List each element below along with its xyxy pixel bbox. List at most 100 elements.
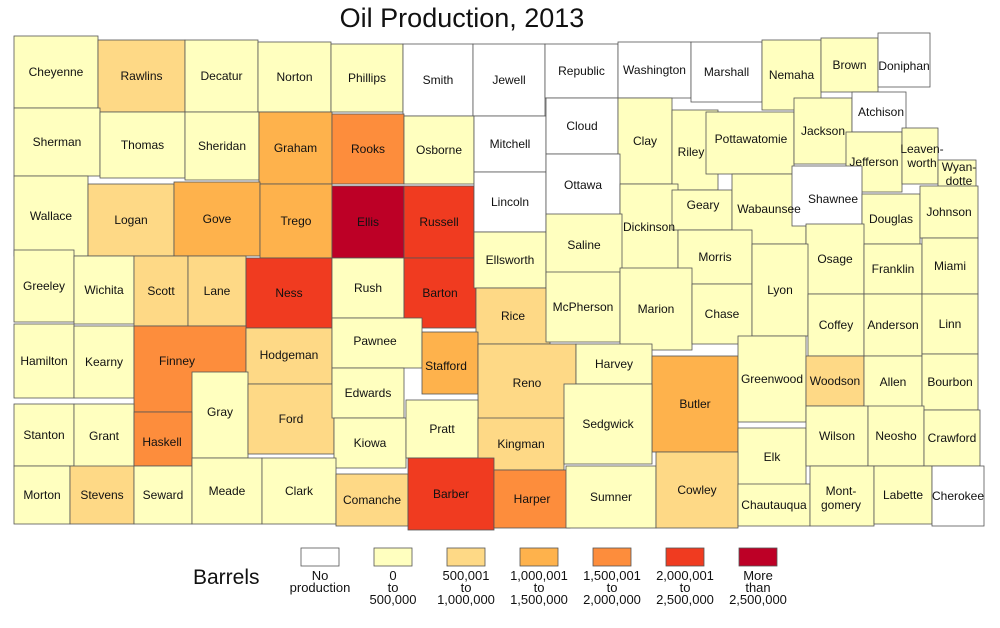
county-sumner [565, 465, 657, 529]
county-label-barton: Barton [422, 286, 457, 300]
county-label-norton: Norton [276, 70, 312, 84]
county-label-republic: Republic [558, 64, 605, 78]
county-label-stanton: Stanton [23, 428, 64, 442]
county-label-grant: Grant [89, 429, 120, 443]
legend-swatch-1 [373, 547, 413, 567]
county-cloud [545, 97, 619, 155]
county-clay [617, 97, 673, 185]
legend-swatch-2 [446, 547, 486, 567]
legend: Barrels No production 0 to 500,000 500,001 to 1… [193, 547, 787, 607]
county-label-greeley: Greeley [23, 279, 65, 293]
county-mitchell [473, 115, 547, 173]
county-pratt [405, 399, 479, 459]
county-allen [863, 355, 923, 409]
legend-label-6: More than 2,500,000 [729, 568, 787, 607]
county-rawlins [97, 39, 186, 113]
county-jackson [793, 97, 853, 165]
county-label-woodson: Woodson [810, 374, 860, 388]
county-label-scott: Scott [147, 284, 175, 298]
county-label-pawnee: Pawnee [353, 334, 397, 348]
county-label-geary: Geary [687, 198, 720, 212]
county-label-finney: Finney [159, 354, 195, 368]
county-pawnee [331, 317, 423, 369]
county-label-jewell: Jewell [492, 73, 525, 87]
county-label-edwards: Edwards [345, 386, 392, 400]
county-label-sedgwick: Sedgwick [582, 417, 634, 431]
county-phillips [330, 43, 404, 113]
legend-swatch-3 [519, 547, 559, 567]
county-label-jefferson: Jefferson [849, 155, 898, 169]
county-label-hamilton: Hamilton [20, 354, 67, 368]
county-butler [651, 355, 739, 453]
county-label-chautauqua: Chautauqua [741, 498, 807, 512]
county-label-osage: Osage [817, 252, 853, 266]
county-mont-gomery [809, 465, 875, 527]
county-label-mont-gomery: Mont-gomery [821, 484, 861, 512]
county-sherman [13, 107, 101, 177]
county-ottawa [545, 153, 621, 217]
county-label-lyon: Lyon [767, 283, 793, 297]
map-title: Oil Production, 2013 [340, 3, 585, 33]
county-haskell [133, 411, 193, 467]
county-barber [407, 457, 495, 531]
county-stafford [421, 331, 479, 395]
legend-label-2: 500,001 to 1,000,000 [437, 568, 495, 607]
county-label-linn: Linn [939, 317, 962, 331]
county-sheridan [184, 111, 260, 181]
county-douglas [861, 193, 921, 245]
county-label-cherokee: Cherokee [932, 489, 984, 503]
county-label-logan: Logan [114, 213, 147, 227]
county-johnson [919, 185, 979, 239]
county-label-russell: Russell [419, 215, 458, 229]
county-label-lincoln: Lincoln [491, 195, 529, 209]
county-franklin [863, 243, 923, 295]
county-stevens [69, 465, 135, 525]
county-cherokee [931, 465, 985, 527]
county-coffey [807, 293, 865, 357]
county-graham [258, 111, 333, 185]
county-kiowa [333, 417, 407, 469]
county-label-saline: Saline [567, 238, 601, 252]
county-label-miami: Miami [934, 259, 966, 273]
county-label-cloud: Cloud [566, 119, 597, 133]
county-label-chase: Chase [705, 307, 740, 321]
county-seward [133, 465, 193, 525]
county-geary [671, 189, 733, 231]
county-scott [133, 255, 189, 327]
county-hamilton [13, 323, 75, 399]
county-label-graham: Graham [274, 141, 317, 155]
county-edwards [331, 367, 405, 419]
county-atchison [851, 91, 907, 133]
county-label-ford: Ford [279, 412, 304, 426]
county-label-gray: Gray [207, 405, 233, 419]
county-label-wabaunsee: Wabaunsee [737, 202, 801, 216]
county-label-rush: Rush [354, 281, 382, 295]
county-label-stevens: Stevens [80, 488, 123, 502]
county-ford [247, 383, 335, 455]
county-label-comanche: Comanche [343, 493, 401, 507]
county-label-neosho: Neosho [875, 429, 917, 443]
county-label-harper: Harper [514, 492, 551, 506]
county-woodson [805, 355, 865, 407]
county-comanche [335, 473, 409, 527]
county-rooks [331, 113, 405, 185]
county-label-barber: Barber [433, 487, 469, 501]
county-label-haskell: Haskell [142, 435, 181, 449]
county-label-lane: Lane [204, 284, 231, 298]
legend-label-4: 1,500,001 to 2,000,000 [583, 568, 641, 607]
county-harper [493, 469, 571, 529]
county-stanton [13, 403, 75, 467]
county-label-bourbon: Bourbon [927, 375, 972, 389]
county-thomas [99, 111, 186, 179]
county-bourbon [921, 353, 979, 411]
county-label-kiowa: Kiowa [354, 436, 387, 450]
county-label-allen: Allen [880, 375, 907, 389]
county-label-marion: Marion [638, 302, 675, 316]
counties-layer: Cheyenne Rawlins Decatur Norton Phillips Smit… [13, 32, 985, 531]
county-label-brown: Brown [832, 58, 866, 72]
county-label-greenwood: Greenwood [741, 372, 803, 386]
county-wichita [73, 255, 135, 325]
county-label-leaven-worth: Leaven-worth [900, 142, 943, 170]
county-lyon [751, 243, 809, 337]
county-label-thomas: Thomas [121, 138, 164, 152]
